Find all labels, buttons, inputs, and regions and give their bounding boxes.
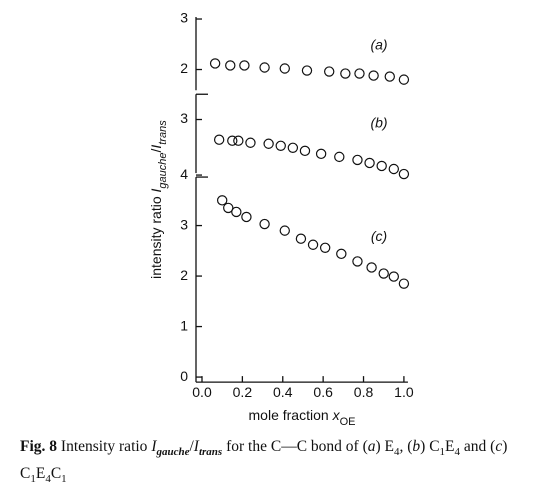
caption-part: ) C [20, 438, 508, 482]
data-point [245, 137, 256, 148]
label-part: trans [157, 120, 169, 145]
data-point [299, 145, 311, 157]
label-part: / [148, 149, 164, 153]
data-point [259, 62, 270, 73]
caption-part: I [193, 438, 199, 455]
caption-part: E [445, 438, 455, 455]
caption-part: 1 [439, 446, 446, 458]
data-point [213, 134, 225, 145]
data-point [227, 135, 238, 146]
x-tick-label: 0.0 [192, 384, 212, 400]
caption-part: trans [198, 446, 223, 458]
data-point [376, 160, 387, 172]
chart: 2 3 (a) 3 (b) 0 1 2 3 4 (c) 0.0 0.2 0.4 0.6 0.8 1.0 mole … [148, 10, 414, 428]
data-point [340, 68, 351, 79]
data-point [307, 239, 319, 250]
data-point [324, 66, 335, 77]
y-axis-label: intensity ratio Igauche/Itrans [148, 120, 169, 279]
data-point [368, 70, 379, 81]
x-tick-label: 0.4 [273, 384, 293, 400]
caption-part: and ( [460, 438, 496, 455]
y-tick-label: 2 [180, 60, 188, 76]
caption-part: 4 [394, 446, 400, 458]
caption-part: E [35, 465, 46, 482]
series-label: (b) [370, 114, 387, 130]
data-point [233, 135, 244, 146]
series-label: (a) [370, 36, 387, 52]
y-tick-label: 3 [180, 216, 188, 232]
data-point [334, 151, 345, 163]
y-tick-label: 4 [180, 166, 188, 182]
caption-part: I [151, 438, 157, 455]
label-part: gauche [157, 153, 169, 189]
x-tick-label: 0.2 [233, 384, 253, 400]
caption-part: C [50, 465, 62, 482]
data-point [354, 68, 365, 79]
data-point [398, 74, 410, 85]
data-point [364, 157, 375, 169]
data-point [352, 256, 363, 267]
y-tick-label: 3 [180, 110, 188, 126]
data-point [275, 140, 286, 151]
x-axis-label: mole fraction xOE [249, 407, 356, 428]
data-point [319, 242, 331, 253]
caption-part: 1 [61, 473, 67, 485]
data-point [398, 168, 410, 180]
x-tick-label: 1.0 [394, 384, 414, 400]
data-point [384, 71, 395, 82]
data-point [209, 58, 221, 69]
y-tick-label: 3 [180, 10, 188, 26]
data-point [366, 262, 377, 273]
caption-part: 1 [30, 473, 36, 485]
x-tick-label: 0.8 [354, 384, 374, 400]
data-point [239, 60, 250, 71]
caption-part: a [367, 438, 376, 455]
caption-part: c [495, 438, 503, 455]
data-point [259, 218, 270, 230]
y-tick-label: 1 [180, 317, 188, 333]
data-point [378, 268, 389, 279]
caption-part: gauche [156, 446, 190, 458]
y-tick-label: 2 [180, 267, 188, 283]
series-label: (c) [371, 228, 387, 244]
caption-part: , ( [399, 438, 413, 455]
caption-part: / [189, 438, 194, 455]
data-point [279, 225, 290, 236]
data-point [225, 60, 236, 71]
caption-part: Intensity ratio [57, 438, 152, 455]
data-point [388, 163, 400, 175]
data-point [352, 154, 363, 166]
caption-part: ) E [375, 438, 394, 455]
data-point [263, 138, 274, 149]
data-point [301, 65, 313, 76]
label-part: I [148, 145, 164, 149]
data-point [241, 211, 252, 223]
figure-caption: Fig. 8 Intensity ratio Igauche/Itrans fo… [20, 436, 545, 490]
label-part: OE [340, 416, 356, 428]
data-point [279, 63, 290, 74]
caption-part: 4 [45, 473, 51, 485]
data-point [398, 278, 410, 289]
caption-part: Fig. 8 [20, 438, 58, 455]
y-tick-label: 0 [180, 368, 188, 384]
caption-part: ) C [420, 438, 440, 455]
caption-part: 4 [454, 446, 461, 458]
caption-part: for the C—C bond of ( [222, 438, 368, 455]
label-part: x [332, 407, 341, 423]
label-part: I [148, 188, 164, 192]
data-point [315, 148, 327, 160]
data-point [295, 233, 307, 244]
data-point [223, 202, 234, 214]
label-part: mole fraction [249, 407, 333, 423]
data-point [231, 206, 242, 218]
data-point [388, 271, 400, 282]
label-part: intensity ratio [148, 192, 164, 278]
caption-part: b [412, 438, 421, 455]
data-point [287, 142, 299, 153]
data-point [216, 195, 228, 206]
data-point [336, 248, 347, 260]
x-tick-label: 0.6 [313, 384, 333, 400]
